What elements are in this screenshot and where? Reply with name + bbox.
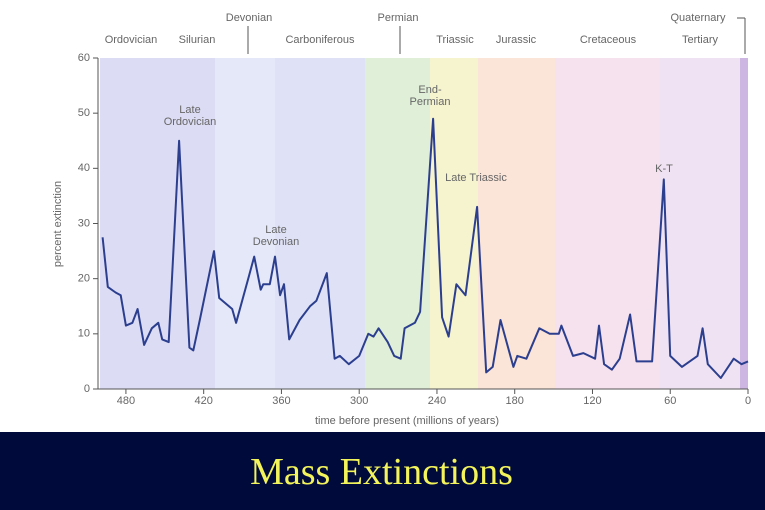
x-tick-label: 240 — [428, 395, 446, 407]
annotation: K-T — [655, 163, 673, 175]
period-label: Tertiary — [682, 34, 719, 46]
y-tick-label: 10 — [78, 328, 90, 340]
y-tick-label: 40 — [78, 162, 90, 174]
period-label: Silurian — [179, 34, 216, 46]
y-tick-label: 60 — [78, 52, 90, 64]
extinction-line — [101, 117, 749, 379]
x-tick-label: 300 — [350, 395, 368, 407]
period-label: Ordovician — [105, 34, 158, 46]
y-tick-label: 0 — [84, 383, 90, 395]
period-label: Quaternary — [670, 12, 726, 24]
x-tick-label: 420 — [195, 395, 213, 407]
y-tick-label: 20 — [78, 273, 90, 285]
y-axis-label: percent extinction — [52, 181, 64, 267]
period-label: Cretaceous — [580, 34, 637, 46]
period-label: Devonian — [226, 12, 272, 24]
x-tick-label: 120 — [583, 395, 601, 407]
annotation: Late Devonian — [252, 224, 300, 248]
period-dividers — [247, 17, 746, 54]
x-tick-label: 60 — [664, 395, 676, 407]
annotation: Late Ordovician — [163, 104, 217, 128]
x-tick-label: 360 — [272, 395, 290, 407]
annotation: Late Triassic — [445, 172, 507, 184]
chart-title: Mass Extinctions — [250, 451, 513, 493]
y-tick-label: 30 — [78, 217, 90, 229]
period-label: Carboniferous — [285, 34, 355, 46]
footer: Mass Extinctions — [0, 432, 765, 510]
x-tick-label: 0 — [745, 395, 751, 407]
period-label: Permian — [378, 12, 419, 24]
annotation: End-Permian — [409, 84, 451, 108]
x-axis-label: time before present (millions of years) — [315, 415, 499, 427]
x-tick-label: 180 — [506, 395, 524, 407]
period-label: Triassic — [436, 34, 474, 46]
x-tick-label: 480 — [117, 395, 135, 407]
period-label: Jurassic — [496, 34, 537, 46]
y-tick-label: 50 — [78, 107, 90, 119]
chart: time before present (millions of years) … — [52, 12, 751, 427]
